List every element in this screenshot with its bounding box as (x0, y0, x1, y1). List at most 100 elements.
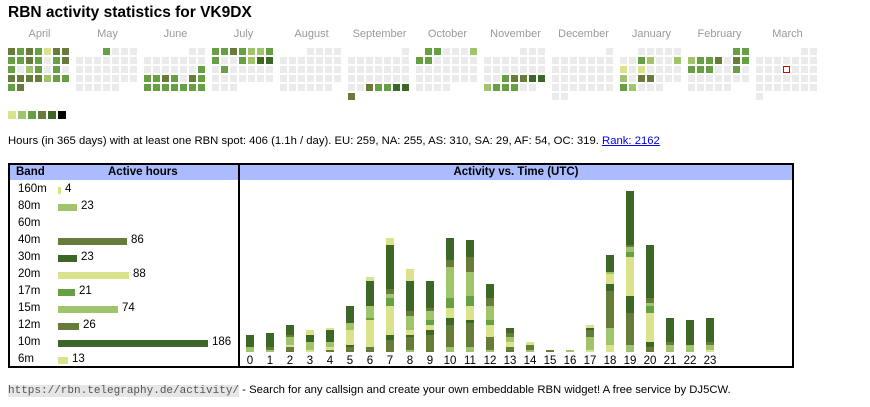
calendar-day[interactable] (529, 57, 536, 64)
calendar-day[interactable] (189, 84, 196, 91)
calendar-day[interactable] (375, 84, 382, 91)
calendar-day[interactable] (597, 66, 604, 73)
calendar-day[interactable] (316, 57, 323, 64)
calendar-day[interactable] (570, 66, 577, 73)
calendar-day[interactable] (756, 84, 763, 91)
calendar-day[interactable] (17, 75, 24, 82)
calendar-day[interactable] (801, 57, 808, 64)
calendar-day[interactable] (416, 57, 423, 64)
calendar-day[interactable] (334, 75, 341, 82)
calendar-day[interactable] (461, 75, 468, 82)
calendar-day[interactable] (221, 66, 228, 73)
calendar-day[interactable] (162, 84, 169, 91)
calendar-day[interactable] (774, 66, 781, 73)
calendar-day[interactable] (76, 75, 83, 82)
calendar-day[interactable] (765, 84, 772, 91)
calendar-day[interactable] (62, 66, 69, 73)
calendar-day[interactable] (697, 75, 704, 82)
calendar-day[interactable] (416, 75, 423, 82)
calendar-day[interactable] (570, 57, 577, 64)
calendar-day[interactable] (198, 84, 205, 91)
calendar-day[interactable] (221, 57, 228, 64)
calendar-day[interactable] (289, 66, 296, 73)
calendar-day[interactable] (715, 66, 722, 73)
calendar-day[interactable] (221, 48, 228, 55)
calendar-day[interactable] (325, 75, 332, 82)
calendar-day[interactable] (402, 75, 409, 82)
calendar-day[interactable] (35, 57, 42, 64)
calendar-day[interactable] (756, 66, 763, 73)
calendar-day[interactable] (756, 93, 763, 100)
calendar-day[interactable] (520, 84, 527, 91)
calendar-day[interactable] (121, 66, 128, 73)
calendar-day[interactable] (144, 84, 151, 91)
calendar-day[interactable] (26, 57, 33, 64)
calendar-day[interactable] (402, 66, 409, 73)
calendar-day[interactable] (239, 75, 246, 82)
calendar-day[interactable] (638, 66, 645, 73)
calendar-day[interactable] (561, 93, 568, 100)
calendar-day[interactable] (697, 84, 704, 91)
calendar-day[interactable] (221, 84, 228, 91)
calendar-day[interactable] (85, 57, 92, 64)
calendar-day[interactable] (656, 57, 663, 64)
calendar-day[interactable] (452, 66, 459, 73)
calendar-day[interactable] (765, 57, 772, 64)
calendar-day[interactable] (162, 57, 169, 64)
calendar-day[interactable] (189, 75, 196, 82)
calendar-day[interactable] (94, 75, 101, 82)
calendar-day[interactable] (357, 57, 364, 64)
calendar-day[interactable] (715, 75, 722, 82)
calendar-day[interactable] (529, 48, 536, 55)
calendar-day[interactable] (298, 75, 305, 82)
calendar-day[interactable] (26, 75, 33, 82)
calendar-day[interactable] (665, 75, 672, 82)
calendar-day[interactable] (325, 66, 332, 73)
calendar-day[interactable] (511, 57, 518, 64)
calendar-day[interactable] (103, 75, 110, 82)
calendar-day[interactable] (266, 57, 273, 64)
calendar-day[interactable] (212, 48, 219, 55)
calendar-day[interactable] (552, 93, 559, 100)
calendar-day[interactable] (189, 66, 196, 73)
calendar-day[interactable] (470, 48, 477, 55)
calendar-day[interactable] (597, 57, 604, 64)
calendar-day[interactable] (230, 66, 237, 73)
calendar-day[interactable] (452, 75, 459, 82)
calendar-day[interactable] (620, 66, 627, 73)
calendar-day[interactable] (484, 84, 491, 91)
calendar-day[interactable] (552, 57, 559, 64)
calendar-day[interactable] (647, 57, 654, 64)
calendar-day[interactable] (334, 57, 341, 64)
calendar-day[interactable] (393, 66, 400, 73)
calendar-day[interactable] (597, 84, 604, 91)
calendar-day[interactable] (212, 66, 219, 73)
calendar-day[interactable] (130, 48, 137, 55)
calendar-day[interactable] (8, 66, 15, 73)
calendar-day[interactable] (375, 66, 382, 73)
calendar-day[interactable] (688, 57, 695, 64)
calendar-day[interactable] (688, 66, 695, 73)
calendar-day[interactable] (289, 75, 296, 82)
calendar-day[interactable] (266, 48, 273, 55)
calendar-day[interactable] (153, 84, 160, 91)
calendar-day[interactable] (53, 66, 60, 73)
calendar-day[interactable] (103, 57, 110, 64)
calendar-day[interactable] (538, 57, 545, 64)
calendar-day[interactable] (538, 66, 545, 73)
calendar-day[interactable] (8, 57, 15, 64)
calendar-day-today[interactable] (783, 66, 790, 73)
calendar-day[interactable] (801, 48, 808, 55)
calendar-day[interactable] (130, 66, 137, 73)
calendar-day[interactable] (783, 57, 790, 64)
calendar-day[interactable] (493, 84, 500, 91)
calendar-day[interactable] (742, 57, 749, 64)
calendar-day[interactable] (665, 57, 672, 64)
calendar-day[interactable] (561, 84, 568, 91)
calendar-day[interactable] (121, 57, 128, 64)
calendar-day[interactable] (674, 57, 681, 64)
calendar-day[interactable] (579, 75, 586, 82)
calendar-day[interactable] (697, 57, 704, 64)
calendar-day[interactable] (715, 57, 722, 64)
calendar-day[interactable] (665, 48, 672, 55)
